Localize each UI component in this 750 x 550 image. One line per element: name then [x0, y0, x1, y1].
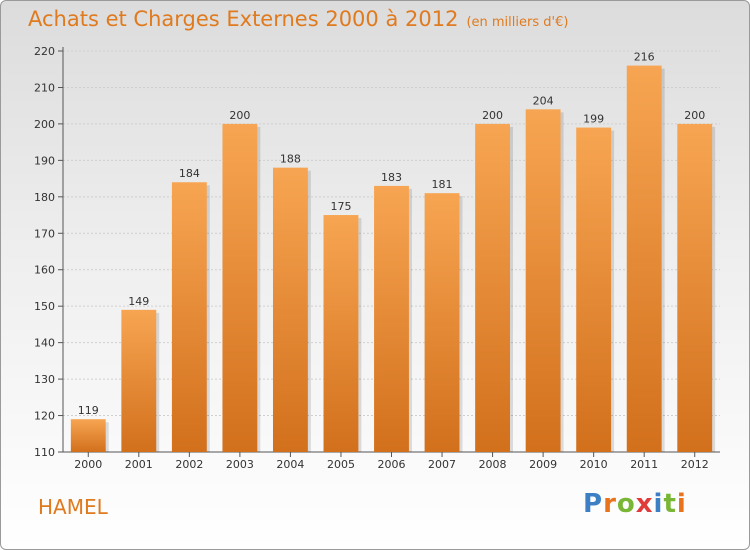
- bar-2006: [374, 185, 409, 452]
- value-label: 183: [381, 171, 402, 184]
- chart-subtitle: (en milliers d'€): [466, 15, 569, 30]
- x-tick-label: 2002: [175, 458, 203, 471]
- x-tick-label: 2010: [580, 458, 608, 471]
- bars: [70, 65, 716, 453]
- x-tick-label: 2005: [327, 458, 355, 471]
- x-tick-label: 2000: [74, 458, 102, 471]
- proxiti-logo: Proxiti: [583, 489, 687, 519]
- x-tick-label: 2004: [276, 458, 304, 471]
- value-label: 204: [533, 94, 554, 107]
- value-label: 119: [78, 404, 99, 417]
- commune-name: HAMEL: [38, 495, 108, 519]
- x-tick-label: 2003: [226, 458, 254, 471]
- bar-2008: [475, 123, 511, 452]
- bar-2007: [424, 193, 460, 452]
- value-label: 175: [330, 200, 351, 213]
- logo-letter: i: [653, 489, 664, 519]
- y-tick-label: 210: [34, 81, 55, 94]
- bar-2010: [576, 127, 612, 453]
- value-label: 199: [583, 113, 604, 126]
- x-tick-label: 2009: [529, 458, 557, 471]
- value-label: 188: [280, 153, 301, 166]
- bar-2000: [70, 419, 106, 452]
- y-tick-label: 120: [34, 410, 55, 423]
- logo-letter: r: [603, 489, 617, 519]
- y-tick-label: 220: [34, 45, 55, 58]
- x-tick-label: 2008: [479, 458, 507, 471]
- value-label: 181: [432, 178, 453, 191]
- value-label: 200: [684, 109, 705, 122]
- logo-letter: x: [635, 489, 654, 519]
- x-tick-label: 2012: [681, 458, 709, 471]
- value-label: 184: [179, 167, 200, 180]
- y-tick-label: 110: [34, 446, 55, 459]
- value-label: 200: [229, 109, 250, 122]
- y-tick-label: 180: [34, 191, 55, 204]
- bar-2012: [677, 123, 713, 452]
- y-tick-label: 130: [34, 373, 55, 386]
- bar-2004: [272, 167, 308, 452]
- bar-2011: [626, 65, 662, 452]
- y-tick-label: 190: [34, 154, 55, 167]
- x-tick-label: 2001: [125, 458, 153, 471]
- value-label: 200: [482, 109, 503, 122]
- y-tick-label: 160: [34, 264, 55, 277]
- chart-title-text: Achats et Charges Externes 2000 à 2012: [28, 7, 459, 31]
- logo-letter: t: [663, 489, 677, 519]
- labels: 119 2000 149 2001 184 2002 200 2003 188 2004 175 20…: [74, 51, 708, 471]
- x-tick-label: 2007: [428, 458, 456, 471]
- x-tick-label: 2011: [630, 458, 658, 471]
- bar-2001: [121, 309, 157, 452]
- value-label: 216: [634, 51, 655, 64]
- y-tick-label: 200: [34, 118, 55, 131]
- x-tick-label: 2006: [378, 458, 406, 471]
- y-tick-label: 140: [34, 337, 55, 350]
- logo-letter: P: [583, 489, 604, 519]
- chart-title: Achats et Charges Externes 2000 à 2012 (e…: [28, 7, 568, 31]
- bar-2009: [525, 109, 561, 452]
- logo-letter: o: [616, 489, 636, 519]
- y-tick-label: 150: [34, 300, 55, 313]
- y-tick-label: 170: [34, 227, 55, 240]
- value-label: 149: [128, 295, 149, 308]
- bar-2005: [323, 215, 359, 452]
- logo-letter: i: [676, 489, 687, 519]
- bar-2003: [222, 123, 258, 452]
- bar-2002: [171, 182, 207, 452]
